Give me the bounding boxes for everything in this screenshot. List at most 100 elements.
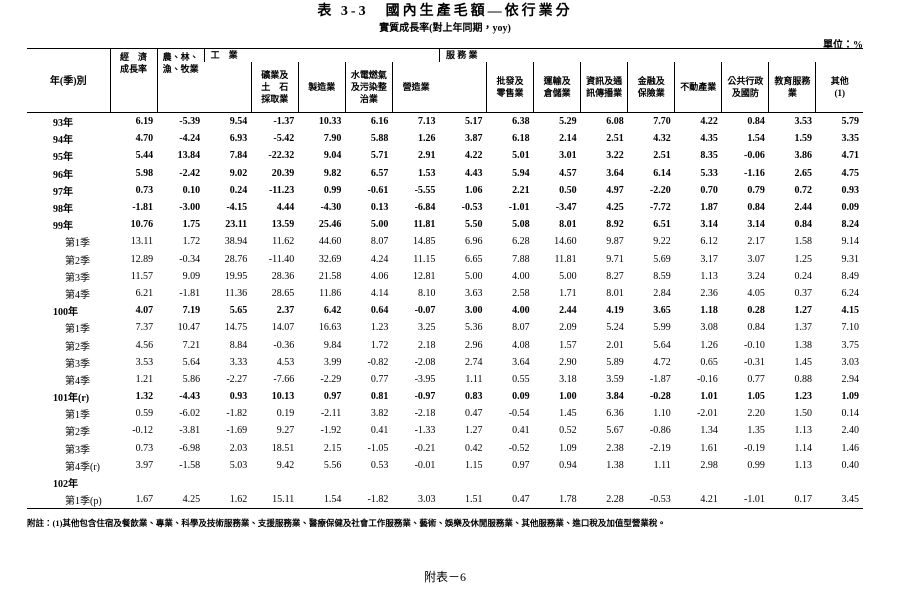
cell: 7.70 bbox=[653, 116, 671, 128]
cell: 3.22 bbox=[606, 150, 624, 162]
cell: -2.27 bbox=[226, 373, 248, 385]
cell: 1.27 bbox=[794, 305, 812, 317]
cell bbox=[675, 474, 722, 491]
cell: -2.01 bbox=[696, 408, 718, 420]
cell: 1.23 bbox=[794, 391, 812, 403]
table-header: 年(季)別經 濟成長率 農、林、 漁、牧業工 業服 務 業礦業及土 石採取業 製造業水… bbox=[27, 48, 863, 113]
cell: 4.00 bbox=[512, 305, 530, 317]
cell: 11.36 bbox=[225, 287, 248, 299]
cell: 0.84 bbox=[747, 116, 765, 128]
cell: 1.13 bbox=[700, 270, 718, 282]
cell: 5.64 bbox=[182, 356, 201, 368]
cell: 1.06 bbox=[465, 184, 483, 196]
header-line: 不動產業 bbox=[680, 82, 717, 92]
header-line: 製造業 bbox=[308, 82, 336, 92]
cell: -6.84 bbox=[414, 202, 436, 214]
cell: 11.15 bbox=[413, 253, 436, 265]
cell: 3.14 bbox=[747, 219, 765, 231]
cell: 1.13 bbox=[794, 425, 812, 437]
cell: -0.21 bbox=[414, 442, 436, 454]
header-line: 及國防 bbox=[731, 88, 759, 98]
cell bbox=[534, 474, 581, 491]
cell: 0.19 bbox=[276, 408, 295, 420]
cell: 6.18 bbox=[512, 133, 530, 145]
cell: 0.24 bbox=[229, 184, 248, 196]
cell: 0.41 bbox=[512, 425, 530, 437]
header-line: (1) bbox=[834, 88, 845, 98]
cell: -1.16 bbox=[744, 167, 765, 179]
year-row: 102年 bbox=[27, 474, 863, 491]
cell: 28.65 bbox=[271, 287, 295, 299]
cell: 2.20 bbox=[747, 408, 765, 420]
header-line: 訊傳播業 bbox=[586, 88, 623, 98]
cell: 13.84 bbox=[177, 150, 201, 162]
cell: 6.14 bbox=[653, 167, 671, 179]
cell: 1.72 bbox=[370, 339, 389, 351]
cell: 4.00 bbox=[512, 270, 530, 282]
cell: 32.69 bbox=[318, 253, 342, 265]
cell: 6.42 bbox=[323, 305, 342, 317]
cell: 0.83 bbox=[465, 391, 483, 403]
cell: 0.13 bbox=[370, 202, 389, 214]
column-header: 金融及 保險業 bbox=[627, 62, 675, 113]
cell: 14.07 bbox=[271, 322, 295, 334]
cell: 2.58 bbox=[512, 287, 530, 299]
cell: -0.01 bbox=[414, 459, 436, 471]
cell: 2.44 bbox=[794, 202, 812, 214]
cell: 3.14 bbox=[700, 219, 718, 231]
row-label: 第3季 bbox=[65, 444, 90, 456]
cell: 3.82 bbox=[370, 408, 389, 420]
cell: 0.52 bbox=[559, 425, 577, 437]
cell: 1.72 bbox=[182, 236, 201, 248]
header-line: 倉儲業 bbox=[543, 88, 571, 98]
cell: 4.19 bbox=[606, 305, 624, 317]
column-header: 水電燃氣 及污染整 治業 bbox=[344, 62, 393, 113]
cell: 38.94 bbox=[224, 236, 248, 248]
unit: 單位：% bbox=[823, 40, 863, 51]
year-row: 93年 6.19 -5.39 9.54 -1.37 10.33 6.16 7.13 5.17 6.… bbox=[27, 113, 863, 131]
cell: 3.86 bbox=[794, 150, 812, 162]
cell: 5.00 bbox=[559, 270, 577, 282]
cell: 4.35 bbox=[700, 133, 718, 145]
cell: 3.53 bbox=[135, 356, 154, 368]
cell: 2.17 bbox=[747, 236, 765, 248]
cell: 1.11 bbox=[465, 373, 483, 385]
header-row: 礦業及土 石採取業 製造業 水電燃氣 及污染整 治業 營造業 批發及 零售業 運輸及 倉儲業 資訊及… bbox=[27, 62, 863, 113]
header-line: 及污染整 bbox=[350, 82, 387, 92]
cell: 4.53 bbox=[276, 356, 295, 368]
row-label: 97年 bbox=[53, 186, 73, 198]
cell: 1.38 bbox=[794, 339, 812, 351]
cell: 3.00 bbox=[465, 305, 483, 317]
cell: 9.87 bbox=[606, 236, 624, 248]
cell: 5.67 bbox=[606, 425, 624, 437]
cell: 2.09 bbox=[559, 322, 577, 334]
cell: 0.65 bbox=[700, 356, 718, 368]
column-header: 公共行政 及國防 bbox=[721, 62, 769, 113]
cell bbox=[157, 474, 204, 491]
title: 表 3-3 國內生產毛額—依行業分 bbox=[317, 4, 573, 19]
cell: 8.07 bbox=[512, 322, 530, 334]
cell: 2.21 bbox=[512, 184, 530, 196]
cell: 0.28 bbox=[747, 305, 765, 317]
cell: 1.75 bbox=[182, 219, 201, 231]
cell: 11.86 bbox=[319, 287, 342, 299]
cell: 2.84 bbox=[653, 287, 671, 299]
cell: 23.11 bbox=[225, 219, 248, 231]
cell: 6.36 bbox=[606, 408, 624, 420]
cell: 0.84 bbox=[794, 219, 812, 231]
year-row: 94年 4.70 -4.24 6.93 -5.42 7.90 5.88 1.26 3.87 6.1… bbox=[27, 130, 863, 147]
cell: 0.81 bbox=[370, 391, 389, 403]
cell: 20.39 bbox=[271, 167, 295, 179]
cell: 2.90 bbox=[559, 356, 577, 368]
cell: 1.18 bbox=[700, 305, 718, 317]
cell: 6.24 bbox=[841, 287, 860, 299]
cell: 0.97 bbox=[512, 459, 530, 471]
cell: 0.47 bbox=[465, 408, 483, 420]
cell bbox=[769, 474, 816, 491]
group-total-header bbox=[204, 62, 252, 113]
cell: 9.27 bbox=[276, 425, 295, 437]
quarter-row: 第1季 7.37 10.47 14.75 14.07 16.63 1.23 3.25 5.36 8… bbox=[27, 319, 863, 336]
group-header: 服 務 業 bbox=[438, 48, 863, 62]
cell: 19.95 bbox=[224, 270, 248, 282]
